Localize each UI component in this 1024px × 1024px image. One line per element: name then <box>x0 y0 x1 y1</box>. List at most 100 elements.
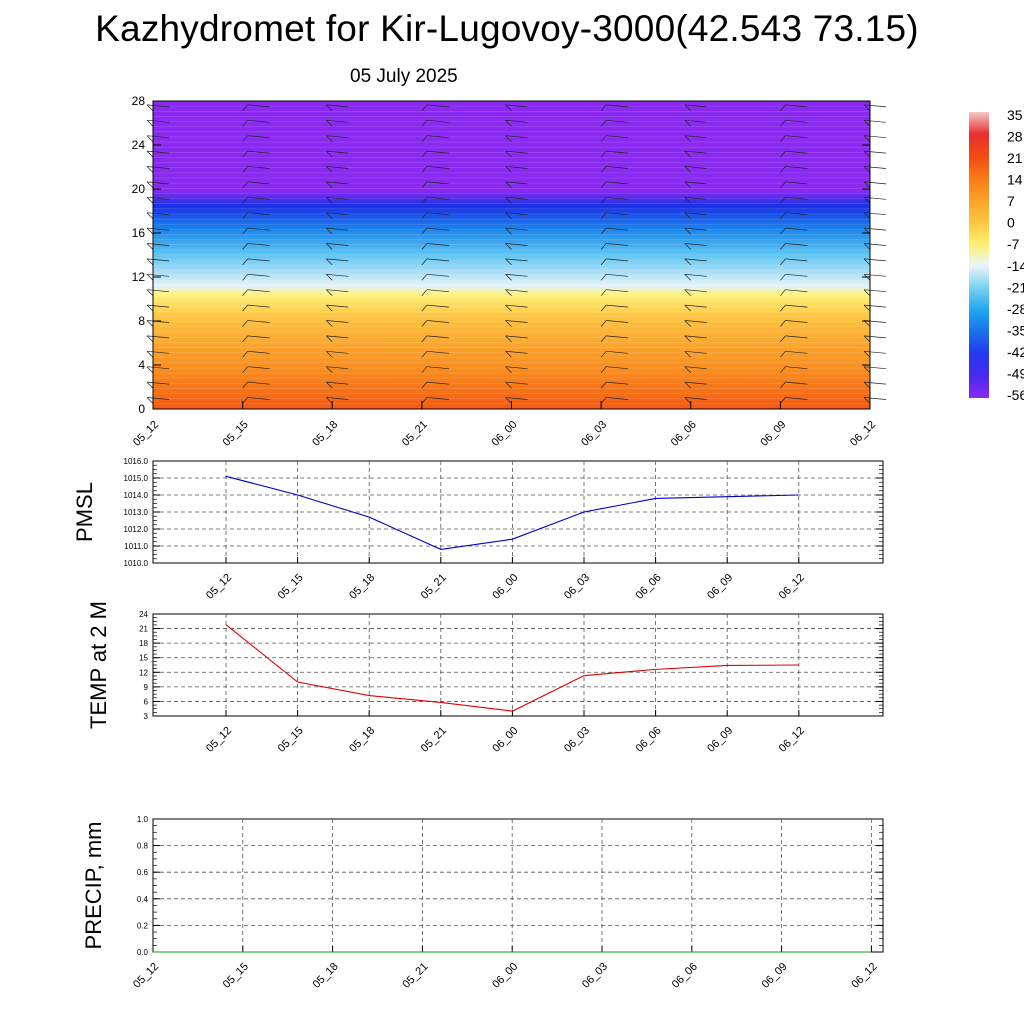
x-tick-label: 06_00 <box>490 572 520 602</box>
wind-barb-flag <box>247 104 270 108</box>
wind-barb-staff <box>242 335 248 343</box>
wind-barb-staff <box>421 150 428 158</box>
wind-barb-staff <box>684 274 691 281</box>
wind-barb-flag <box>505 166 528 169</box>
wind-barb-staff <box>780 181 786 189</box>
wind-barb-staff <box>684 197 691 204</box>
wind-barb-flag <box>146 350 170 354</box>
wind-barb-staff <box>242 289 248 296</box>
wind-barb-staff <box>505 227 512 235</box>
y-axis-label: PRECIP, mm <box>81 822 106 950</box>
wind-barb-flag <box>247 150 270 154</box>
wind-barb-staff <box>600 104 607 112</box>
wind-barb-staff <box>242 150 248 158</box>
wind-barb-staff <box>242 258 248 266</box>
wind-barb-flag <box>247 212 270 216</box>
y-tick-label: 1014.0 <box>124 491 149 500</box>
y-tick-label: 1016.0 <box>124 457 149 466</box>
wind-barb-flag <box>247 381 270 385</box>
x-tick-label: 06_06 <box>634 572 664 602</box>
wind-barb-staff <box>780 150 786 158</box>
wind-barb-flag <box>426 381 449 385</box>
wind-barb-staff <box>780 212 786 219</box>
wind-barb-flag <box>606 320 629 323</box>
wind-barb-flag <box>505 289 528 293</box>
wind-barb-staff <box>146 150 154 158</box>
heatmap-field <box>153 101 870 409</box>
wind-barb-flag <box>426 227 449 231</box>
wind-barb-flag <box>606 181 629 185</box>
wind-barb-staff <box>421 397 428 404</box>
wind-barb-flag <box>785 335 808 339</box>
y-tick-label: 1.0 <box>137 815 149 824</box>
wind-barb-staff <box>684 335 691 343</box>
wind-barb-staff <box>505 166 512 173</box>
wind-barb-flag <box>785 227 808 231</box>
wind-barb-staff <box>146 397 154 404</box>
cross-section-panel: 0 4 8 12 16 20 24 28 05_12 05_15 05_18 05_21 06_00 06… <box>131 94 887 449</box>
wind-barb-staff <box>863 304 871 312</box>
wind-barb-staff <box>505 274 512 281</box>
wind-barb-staff <box>684 397 691 404</box>
wind-barb-flag <box>785 366 808 370</box>
wind-barb-flag <box>146 104 170 108</box>
wind-barb-flag <box>505 304 528 308</box>
wind-barb-staff <box>505 243 512 250</box>
wind-barb-flag <box>426 150 449 154</box>
x-tick-label: 06_09 <box>760 961 790 991</box>
wind-barb-flag <box>505 258 528 262</box>
wind-barb-staff <box>146 258 154 266</box>
wind-barb-flag <box>426 350 449 354</box>
wind-barb-staff <box>780 197 786 204</box>
wind-barb-flag <box>606 258 629 262</box>
wind-barb-staff <box>505 197 512 204</box>
wind-barb-staff <box>146 289 154 296</box>
wind-barb-flag <box>505 381 528 385</box>
wind-barb-staff <box>505 150 512 158</box>
colorbar-label: -7 <box>1007 236 1020 252</box>
x-tick-label: 05_18 <box>310 419 340 449</box>
wind-barb-flag <box>505 181 528 185</box>
x-tick-label: 06_09 <box>705 725 735 755</box>
wind-barb-flag <box>505 212 528 216</box>
pmsl-panel: 1010.0 1011.0 1012.0 1013.0 1014.0 1015.0 1016… <box>72 457 884 602</box>
wind-barb-staff <box>146 104 154 112</box>
wind-barb-flag <box>505 196 528 200</box>
wind-barb-flag <box>326 135 349 139</box>
wind-barb-staff <box>780 135 786 142</box>
wind-barb-staff <box>421 104 428 112</box>
wind-barb-flag <box>606 381 629 385</box>
wind-barb-flag <box>146 135 170 139</box>
wind-barb-staff <box>600 181 607 189</box>
wind-barb-flag <box>863 366 887 370</box>
wind-barb-flag <box>863 135 887 139</box>
wind-barb-flag <box>785 289 808 293</box>
wind-barb-staff <box>326 304 333 312</box>
wind-barb-flag <box>684 119 707 123</box>
y-tick-label: 6 <box>144 697 149 706</box>
wind-barb-staff <box>684 320 691 327</box>
wind-barb-staff <box>421 274 428 281</box>
wind-barb-flag <box>606 166 629 169</box>
wind-barb-flag <box>505 119 528 123</box>
wind-barb-staff <box>505 351 512 358</box>
x-tick-label: 06_12 <box>777 572 807 602</box>
y-tick-label: 0.2 <box>137 921 149 930</box>
wind-barb-flag <box>426 104 449 108</box>
wind-barb-staff <box>242 320 248 327</box>
wind-barb-staff <box>780 304 786 312</box>
wind-barb-flag <box>426 335 449 339</box>
wind-barb-staff <box>780 289 786 296</box>
wind-barb-staff <box>326 335 333 343</box>
wind-barb-flag <box>863 150 887 154</box>
wind-barb-flag <box>326 320 349 323</box>
wind-barb-flag <box>326 181 349 185</box>
wind-barb-flag <box>684 381 707 385</box>
colorbar-label: 14 <box>1007 172 1023 188</box>
wind-barb-staff <box>146 351 154 358</box>
wind-barb-column <box>326 104 349 404</box>
wind-barb-staff <box>863 366 871 373</box>
y-tick-label: 18 <box>139 639 148 648</box>
wind-barb-staff <box>146 135 154 142</box>
